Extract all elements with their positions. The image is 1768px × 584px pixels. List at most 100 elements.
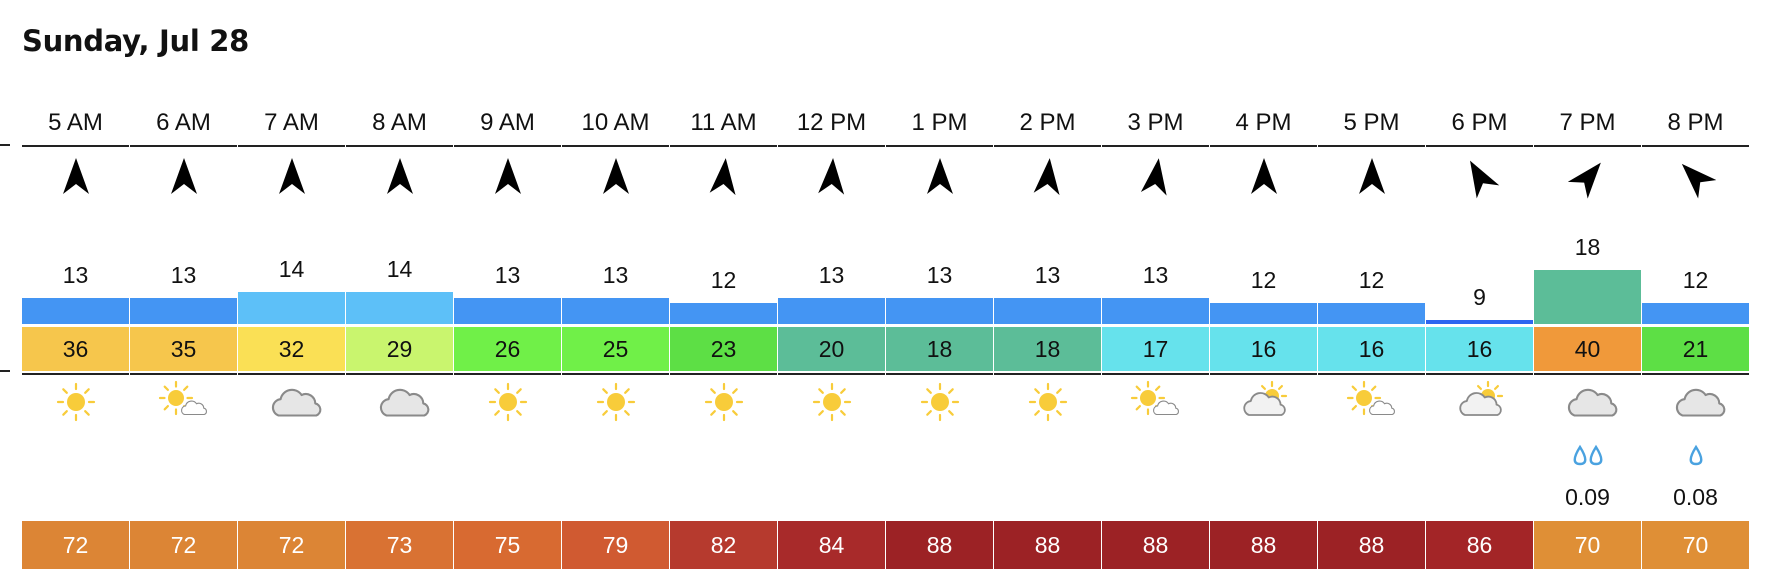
- sun-icon: [584, 378, 648, 426]
- precipitation-value: [130, 482, 237, 512]
- header-divider: [1642, 145, 1749, 147]
- wind-direction-arrow-icon: [1028, 154, 1068, 200]
- wind-speed-bar: [886, 298, 993, 324]
- row-divider: [22, 373, 129, 375]
- precipitation-value: [454, 482, 561, 512]
- wind-direction-arrow-icon: [272, 154, 312, 200]
- hour-column: 11 AM 12 23 82: [670, 100, 777, 570]
- precipitation-value: [562, 482, 669, 512]
- header-divider: [238, 145, 345, 147]
- wind-speed-bar: [1210, 303, 1317, 324]
- row-divider: [1210, 373, 1317, 375]
- header-divider: [1534, 145, 1641, 147]
- axis-tick-bottom: [0, 370, 10, 372]
- temperature-cell: 17: [1102, 327, 1209, 371]
- wind-speed-value: 14: [278, 256, 305, 282]
- hour-label: 6 AM: [156, 109, 211, 136]
- hour-label: 8 PM: [1667, 109, 1724, 136]
- hour-label: 7 AM: [264, 109, 319, 136]
- feels-like-cell: 70: [1534, 521, 1641, 569]
- hour-column: 8 AM 14 29 73: [346, 100, 453, 570]
- hour-label: 7 PM: [1559, 109, 1616, 136]
- precipitation-value: [778, 482, 885, 512]
- cloud-icon: [1664, 378, 1728, 426]
- sun-cloud-icon: [1124, 378, 1188, 426]
- header-divider: [22, 145, 129, 147]
- temperature-cell: 40: [1534, 327, 1641, 371]
- temperature-cell: 16: [1210, 327, 1317, 371]
- hour-column: 4 PM 12 16 88: [1210, 100, 1317, 570]
- row-divider: [238, 373, 345, 375]
- wind-direction-arrow-icon: [1676, 154, 1717, 200]
- wind-direction-arrow-icon: [1136, 154, 1176, 200]
- hour-label: 5 AM: [48, 109, 103, 136]
- precipitation-value: [1102, 482, 1209, 512]
- header-divider: [994, 145, 1101, 147]
- temperature-cell: 36: [22, 327, 129, 371]
- wind-speed-bar: [670, 303, 777, 324]
- feels-like-cell: 72: [238, 521, 345, 569]
- wind-speed-value: 13: [62, 262, 89, 288]
- wind-speed-value: 13: [1034, 262, 1061, 288]
- feels-like-cell: 88: [1318, 521, 1425, 569]
- row-divider: [1318, 373, 1425, 375]
- header-divider: [1102, 145, 1209, 147]
- precipitation-value: [1210, 482, 1317, 512]
- wind-speed-bar: [562, 298, 669, 324]
- header-divider: [346, 145, 453, 147]
- hour-column: 7 AM 14 32 72: [238, 100, 345, 570]
- sun-icon: [1016, 378, 1080, 426]
- sun-icon: [800, 378, 864, 426]
- sun-icon: [44, 378, 108, 426]
- wind-direction-arrow-icon: [812, 154, 852, 200]
- hour-column: 10 AM 13 25 79: [562, 100, 669, 570]
- wind-speed-bar: [1102, 298, 1209, 324]
- temperature-cell: 16: [1318, 327, 1425, 371]
- row-divider: [130, 373, 237, 375]
- hour-label: 11 AM: [690, 109, 757, 136]
- hour-label: 5 PM: [1343, 109, 1400, 136]
- wind-speed-bar: [1426, 320, 1533, 324]
- wind-speed-bar: [994, 298, 1101, 324]
- header-divider: [670, 145, 777, 147]
- row-divider: [1426, 373, 1533, 375]
- header-divider: [562, 145, 669, 147]
- hour-label: 1 PM: [911, 109, 968, 136]
- wind-speed-value: 9: [1473, 284, 1486, 310]
- feels-like-cell: 86: [1426, 521, 1533, 569]
- wind-direction-arrow-icon: [920, 154, 960, 200]
- wind-speed-value: 13: [170, 262, 197, 288]
- row-divider: [1102, 373, 1209, 375]
- feels-like-cell: 88: [1102, 521, 1209, 569]
- row-divider: [670, 373, 777, 375]
- temperature-cell: 21: [1642, 327, 1749, 371]
- feels-like-cell: 79: [562, 521, 669, 569]
- wind-speed-value: 12: [1250, 267, 1277, 293]
- precipitation-value: [1318, 482, 1425, 512]
- wind-direction-arrow-icon: [164, 154, 204, 200]
- feels-like-cell: 70: [1642, 521, 1749, 569]
- row-divider: [886, 373, 993, 375]
- row-divider: [994, 373, 1101, 375]
- cloud-icon: [368, 378, 432, 426]
- temperature-cell: 16: [1426, 327, 1533, 371]
- header-divider: [778, 145, 885, 147]
- temperature-cell: 32: [238, 327, 345, 371]
- hour-column: 5 PM 12 16 88: [1318, 100, 1425, 570]
- header-divider: [1318, 145, 1425, 147]
- wind-speed-bar: [454, 298, 561, 324]
- wind-direction-arrow-icon: [56, 154, 96, 200]
- temperature-cell: 18: [994, 327, 1101, 371]
- rain-drop-icon: [1562, 440, 1614, 474]
- row-divider: [346, 373, 453, 375]
- cloud-icon: [260, 378, 324, 426]
- feels-like-cell: 88: [1210, 521, 1317, 569]
- precipitation-value: [1426, 482, 1533, 512]
- wind-speed-bar: [238, 292, 345, 324]
- hour-column: 12 PM 13 20 84: [778, 100, 885, 570]
- precipitation-value: [886, 482, 993, 512]
- feels-like-cell: 82: [670, 521, 777, 569]
- hour-label: 4 PM: [1235, 109, 1292, 136]
- temperature-cell: 20: [778, 327, 885, 371]
- temperature-cell: 23: [670, 327, 777, 371]
